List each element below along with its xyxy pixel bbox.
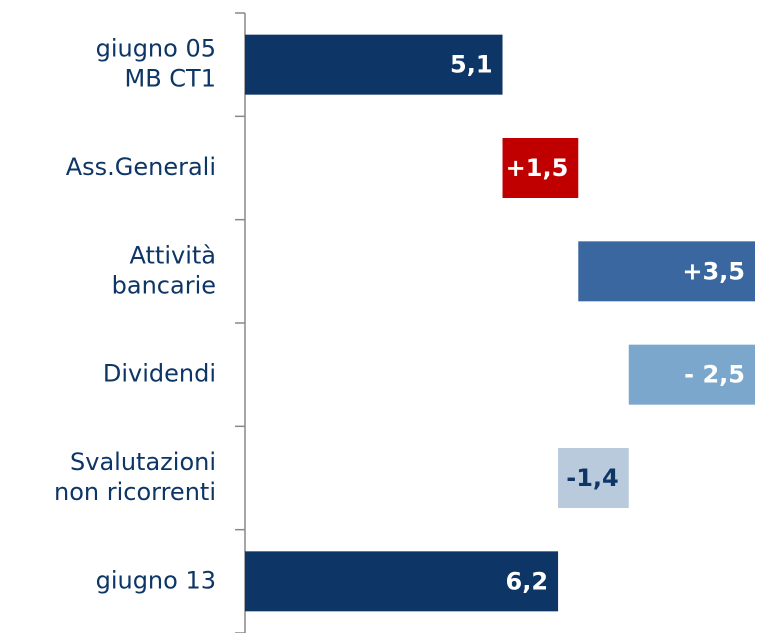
- bar: [502, 138, 579, 198]
- value-label: 5,1: [450, 51, 493, 79]
- bar: [578, 241, 755, 302]
- value-label: -1,4: [566, 464, 618, 492]
- bar: [245, 551, 559, 612]
- value-label: +1,5: [506, 154, 569, 182]
- category-label: bancarie: [112, 271, 216, 299]
- category-label: giugno 05: [96, 35, 216, 63]
- category-label: Attività: [130, 241, 216, 269]
- bar: [558, 448, 629, 508]
- category-label: non ricorrenti: [54, 478, 216, 506]
- value-label: - 2,5: [684, 361, 745, 389]
- category-label: giugno 13: [96, 566, 216, 594]
- category-label: Svalutazioni: [70, 448, 216, 476]
- bar: [245, 34, 503, 95]
- bar: [628, 344, 755, 405]
- value-label: +3,5: [682, 257, 745, 285]
- category-label: Ass.Generali: [66, 153, 216, 181]
- value-label: 6,2: [506, 567, 549, 595]
- category-label: MB CT1: [125, 65, 217, 93]
- category-label: Dividendi: [103, 360, 216, 388]
